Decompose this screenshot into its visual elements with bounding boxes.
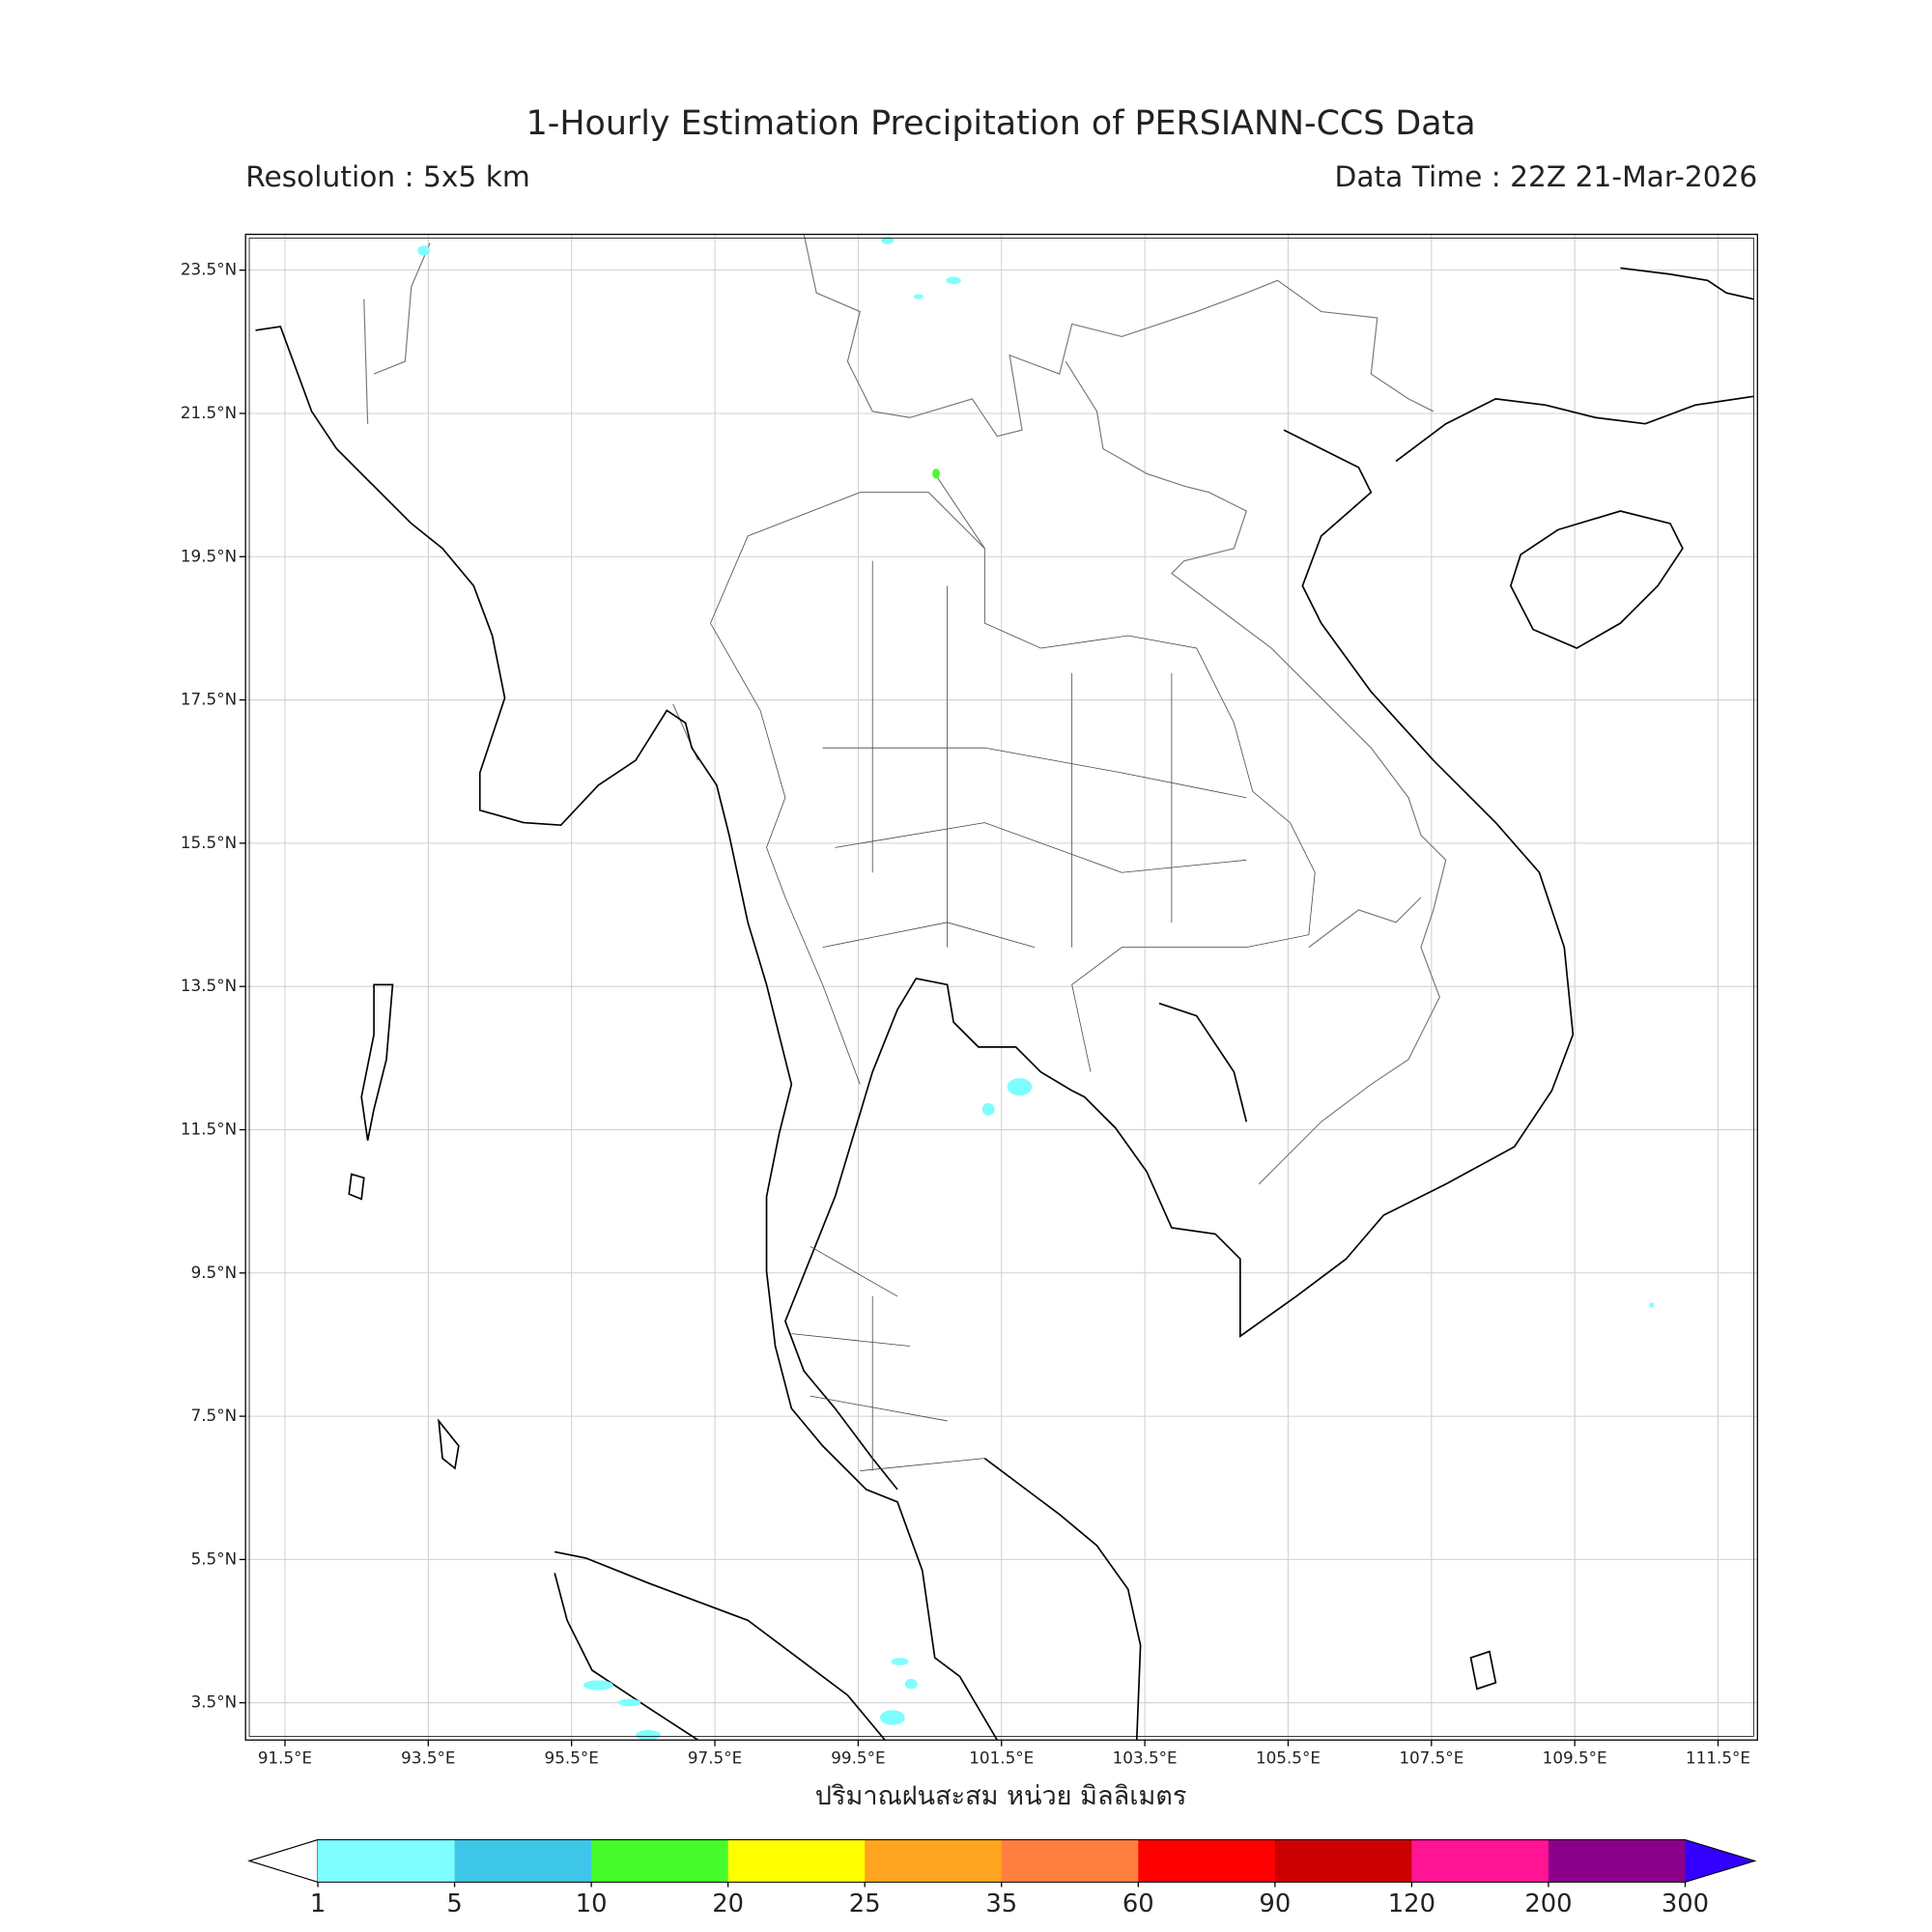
- lat-tick-label: 19.5°N: [181, 546, 237, 565]
- lat-tick-label: 9.5°N: [191, 1263, 238, 1282]
- lon-tick-label: 105.5°E: [1256, 1748, 1321, 1768]
- colorbar-tick-label: 5: [446, 1889, 462, 1918]
- lat-tick-label: 5.5°N: [191, 1548, 238, 1568]
- lat-tick-label: 3.5°N: [191, 1692, 238, 1712]
- lon-tick-label: 91.5°E: [258, 1748, 312, 1768]
- colorbar-tick-label: 20: [712, 1889, 744, 1918]
- colorbar-segment: [1001, 1839, 1139, 1883]
- colorbar-tick-label: 120: [1388, 1889, 1435, 1918]
- lon-tick-label: 107.5°E: [1399, 1748, 1463, 1768]
- colorbar-label: ปริมาณฝนสะสม หน่วย มิลลิเมตร: [815, 1781, 1187, 1811]
- lat-tick-label: 23.5°N: [181, 260, 237, 279]
- colorbar-tick-label: 1: [310, 1889, 326, 1918]
- colorbar-tick-label: 25: [849, 1889, 881, 1918]
- colorbar: 1 5 10 20 25 35 60 90 120 200 300: [247, 1838, 1757, 1918]
- lon-tick-label: 109.5°E: [1543, 1748, 1607, 1768]
- data-time: Data Time : 22Z 21-Mar-2026: [1335, 159, 1758, 193]
- colorbar-tick-label: 300: [1662, 1889, 1709, 1918]
- country-border: [363, 234, 1447, 1185]
- colorbar-segment: [591, 1839, 729, 1883]
- colorbar-segment: [318, 1839, 456, 1883]
- lon-tick-label: 111.5°E: [1686, 1748, 1750, 1768]
- map-frame-inner: [248, 238, 1754, 1737]
- colorbar-tick-label: 35: [985, 1889, 1017, 1918]
- lat-tick-label: 11.5°N: [181, 1119, 237, 1138]
- title: 1-Hourly Estimation Precipitation of PER…: [526, 104, 1476, 143]
- colorbar-segment: [454, 1839, 592, 1883]
- rain-areas: [417, 237, 1655, 1741]
- lat-tick-label: 7.5°N: [191, 1406, 238, 1425]
- province-borders: [710, 492, 1316, 1471]
- lon-tick-label: 97.5°E: [688, 1748, 742, 1768]
- colorbar-tick-label: 10: [576, 1889, 608, 1918]
- grid: 91.5°E 93.5°E 95.5°E 97.5°E 99.5°E 101.5°E 103…: [181, 234, 1758, 1768]
- colorbar-segment: [727, 1839, 866, 1883]
- colorbar-tick-label: 200: [1524, 1889, 1572, 1918]
- colorbar-segment: [1274, 1839, 1413, 1883]
- lon-tick-label: 99.5°E: [831, 1748, 885, 1768]
- lat-tick-label: 15.5°N: [181, 833, 237, 852]
- lon-tick-label: 103.5°E: [1113, 1748, 1178, 1768]
- map-frame: [244, 233, 1758, 1741]
- colorbar-tick-label: 60: [1122, 1889, 1154, 1918]
- coastline: [255, 267, 1754, 1741]
- colorbar-segment: [1411, 1839, 1549, 1883]
- lon-tick-label: 93.5°E: [401, 1748, 455, 1768]
- colorbar-over: [1685, 1839, 1755, 1883]
- resolution: Resolution : 5x5 km: [245, 159, 530, 193]
- map-features: [255, 234, 1754, 1741]
- colorbar-segment: [865, 1839, 1003, 1883]
- lon-tick-label: 101.5°E: [969, 1748, 1034, 1768]
- lat-tick-label: 17.5°N: [181, 690, 237, 709]
- colorbar-segment: [1548, 1839, 1687, 1883]
- lat-tick-label: 13.5°N: [181, 976, 237, 995]
- colorbar-tick-label: 90: [1259, 1889, 1291, 1918]
- lon-tick-label: 95.5°E: [545, 1748, 599, 1768]
- lat-tick-label: 21.5°N: [181, 403, 237, 422]
- colorbar-segment: [1138, 1839, 1276, 1883]
